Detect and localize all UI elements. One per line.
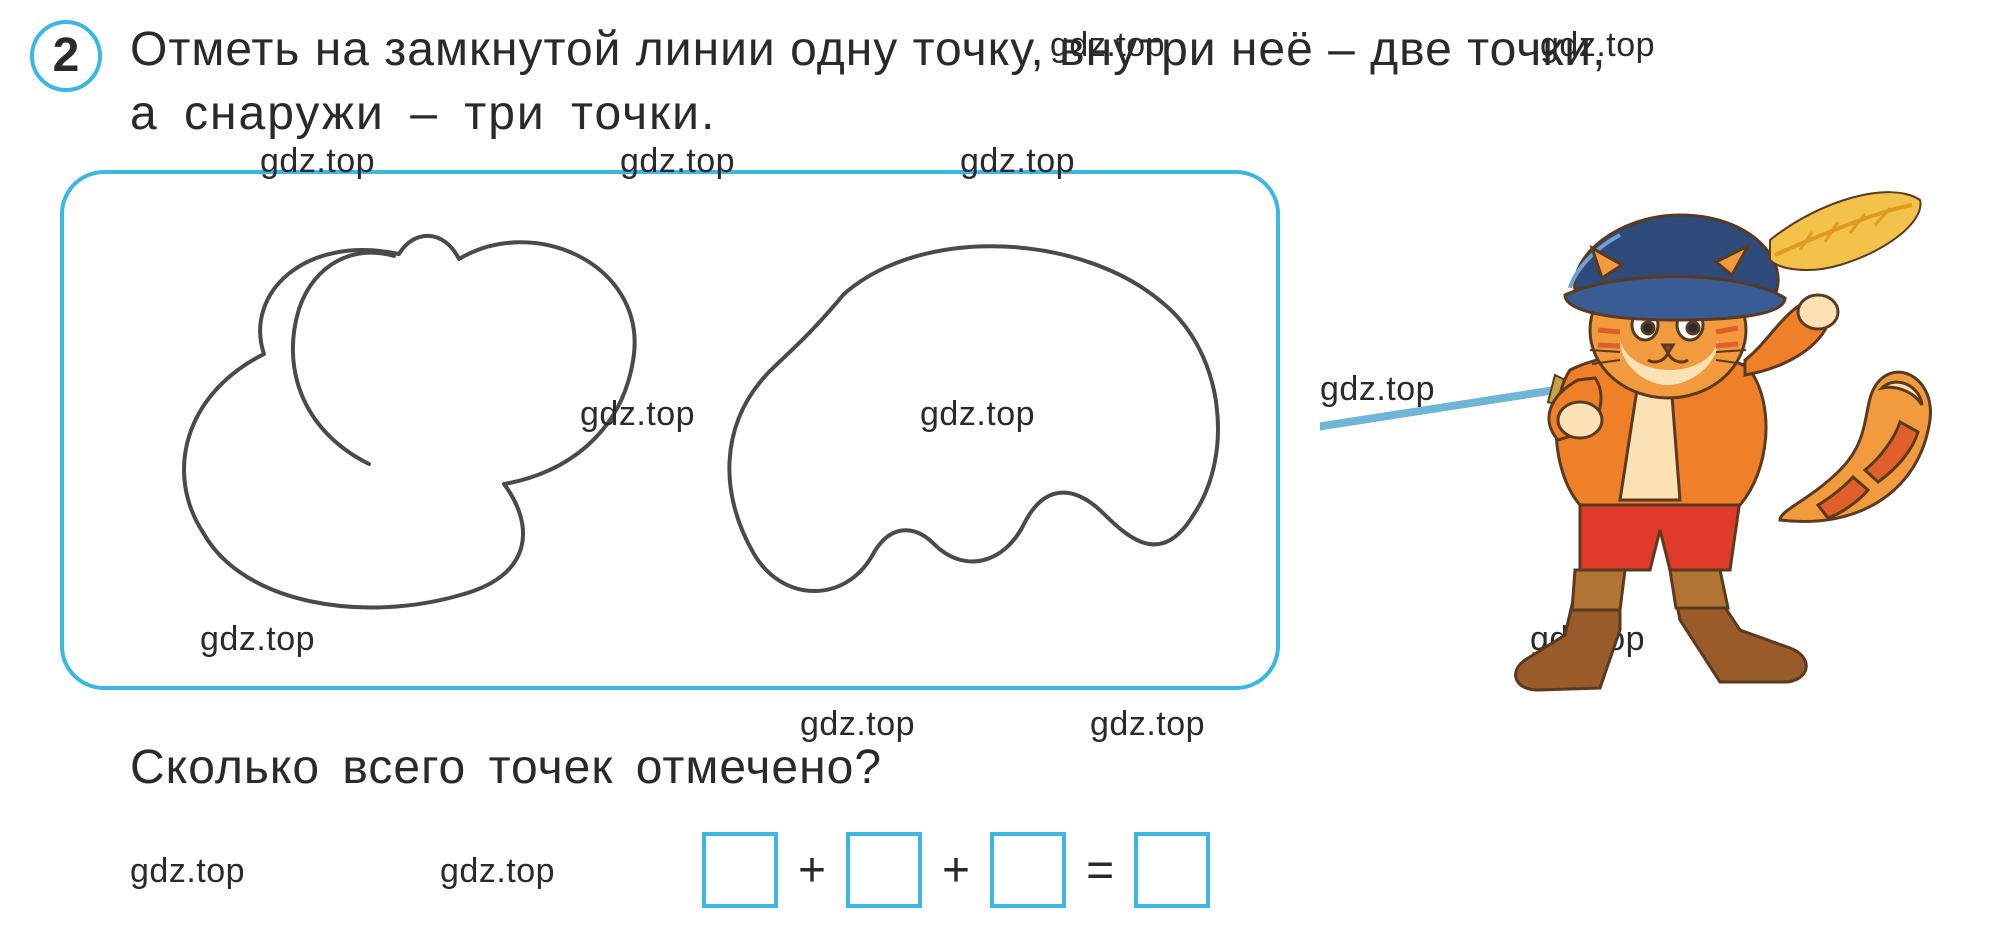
- watermark: gdz.top: [620, 142, 735, 181]
- eq-op-plus-1: +: [798, 843, 826, 898]
- tail: [1780, 372, 1930, 521]
- task-number-badge: 2: [30, 20, 102, 92]
- watermark: gdz.top: [800, 705, 915, 744]
- equation-row: + + =: [130, 820, 1530, 920]
- open-scribble-left-inner: [293, 253, 394, 464]
- watermark: gdz.top: [200, 620, 315, 659]
- watermark: gdz.top: [1540, 26, 1655, 65]
- eq-box-3[interactable]: [990, 832, 1066, 908]
- watermark: gdz.top: [1050, 26, 1165, 65]
- watermark: gdz.top: [260, 142, 375, 181]
- instruction-line-2: а снаружи – три точки.: [130, 87, 716, 140]
- instruction-text: Отметь на замкнутой линии одну точку, вн…: [130, 18, 1950, 146]
- instruction-line-1: Отметь на замкнутой линии одну точку, вн…: [130, 23, 1606, 76]
- feather-icon: [1770, 192, 1920, 270]
- watermark: gdz.top: [580, 395, 695, 434]
- open-scribble-left: [184, 236, 635, 608]
- page: 2 Отметь на замкнутой линии одну точку, …: [0, 0, 2002, 936]
- right-boot: [1670, 570, 1806, 682]
- task-number: 2: [53, 29, 80, 82]
- watermark: gdz.top: [960, 142, 1075, 181]
- watermark: gdz.top: [1090, 705, 1205, 744]
- eq-box-result[interactable]: [1134, 832, 1210, 908]
- watermark: gdz.top: [920, 395, 1035, 434]
- eq-box-1[interactable]: [702, 832, 778, 908]
- eq-box-2[interactable]: [846, 832, 922, 908]
- left-boot: [1516, 570, 1625, 690]
- eq-op-equals: =: [1086, 843, 1114, 898]
- puss-in-boots-illustration: [1320, 170, 1960, 730]
- puss-svg: [1320, 170, 1960, 730]
- question-text: Сколько всего точек отмечено?: [130, 740, 882, 795]
- eq-op-plus-2: +: [942, 843, 970, 898]
